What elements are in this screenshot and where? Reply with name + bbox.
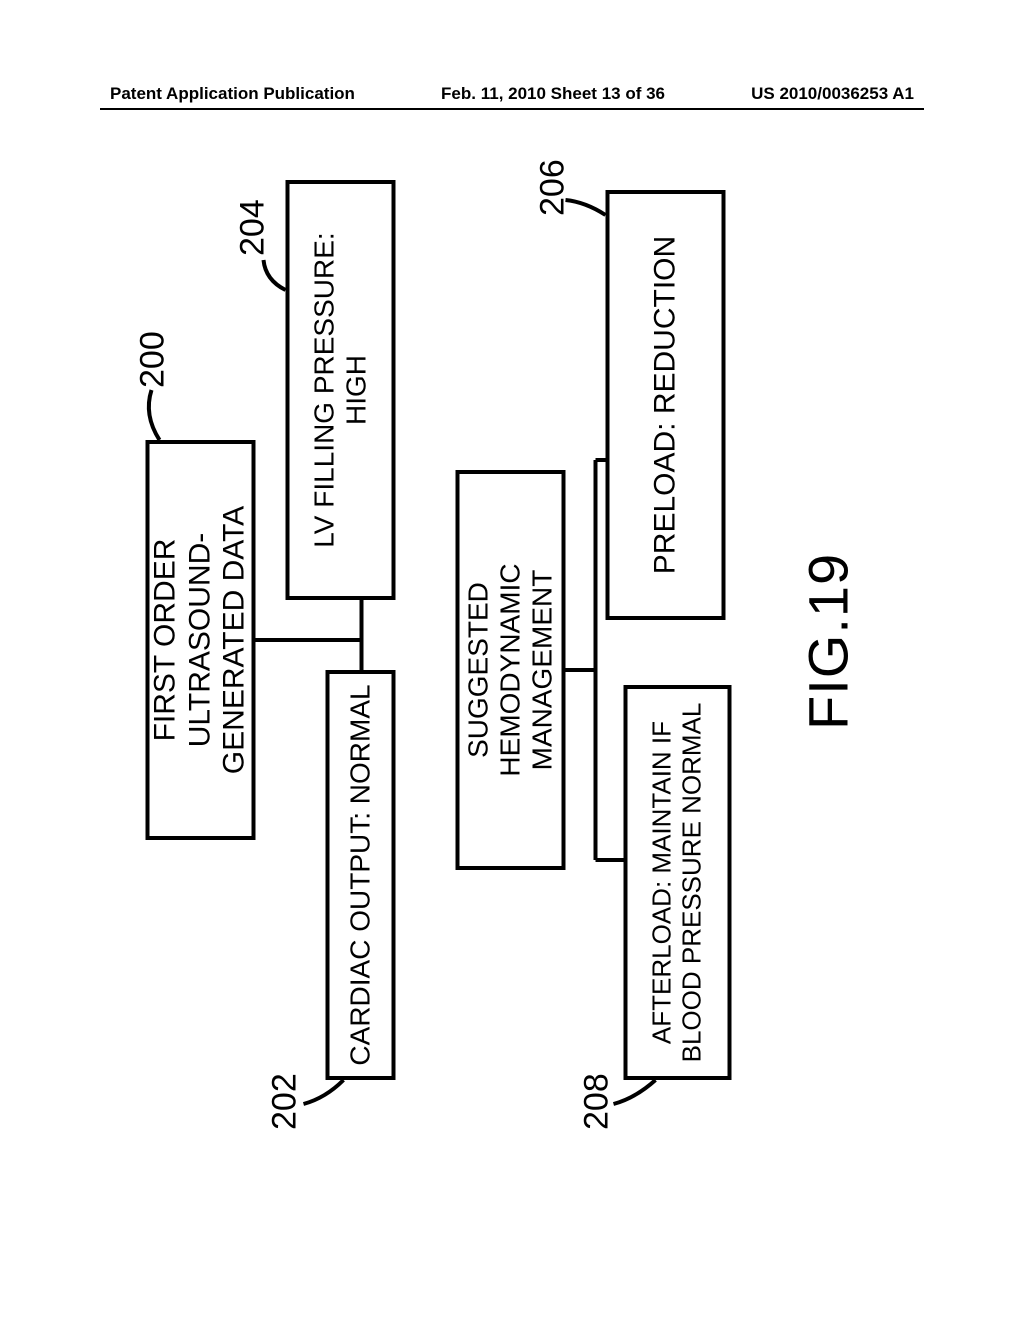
box-suggested-mgmt: SUGGESTED HEMODYNAMIC MANAGEMENT <box>455 470 565 870</box>
ref-206: 206 <box>533 159 572 216</box>
header-right: US 2010/0036253 A1 <box>751 84 914 104</box>
box-preload: PRELOAD: REDUCTION <box>605 190 725 620</box>
header-rule <box>100 108 924 110</box>
box-lv-filling-pressure: LV FILLING PRESSURE: HIGH <box>285 180 395 600</box>
diagram-rotated: FIRST ORDER ULTRASOUND- GENERATED DATA 2… <box>115 140 910 1160</box>
ref-200: 200 <box>133 331 172 388</box>
diagram-stage: FIRST ORDER ULTRASOUND- GENERATED DATA 2… <box>115 140 910 1160</box>
box-afterload: AFTERLOAD: MAINTAIN IF BLOOD PRESSURE NO… <box>623 685 731 1080</box>
page-header: Patent Application Publication Feb. 11, … <box>0 84 1024 104</box>
box-cardiac-output: CARDIAC OUTPUT: NORMAL <box>325 670 395 1080</box>
ref-204: 204 <box>233 199 272 256</box>
header-center: Feb. 11, 2010 Sheet 13 of 36 <box>441 84 665 104</box>
box-first-order-ultrasound: FIRST ORDER ULTRASOUND- GENERATED DATA <box>145 440 255 840</box>
ref-208: 208 <box>577 1073 616 1130</box>
ref-202: 202 <box>265 1073 304 1130</box>
figure-label: FIG.19 <box>795 553 860 730</box>
header-left: Patent Application Publication <box>110 84 355 104</box>
diagram-viewport: FIRST ORDER ULTRASOUND- GENERATED DATA 2… <box>115 140 910 1160</box>
